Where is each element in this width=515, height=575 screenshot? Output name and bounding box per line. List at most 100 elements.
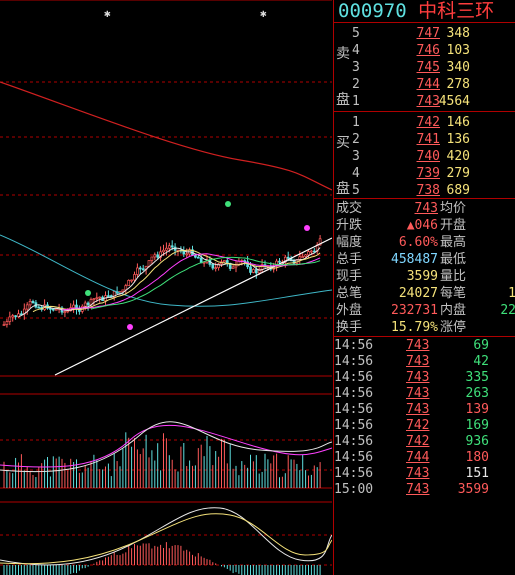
macd-dif <box>0 507 332 566</box>
tick-time: 14:56 <box>334 418 374 433</box>
volume-ma <box>0 424 332 468</box>
tick-row[interactable]: 14:56 742 936 <box>334 434 515 450</box>
tick-volume: 335 <box>465 370 489 385</box>
candle-body <box>92 298 96 301</box>
tick-price: 743 <box>406 386 430 401</box>
tick-volume: 3599 <box>457 482 489 497</box>
order-price: 743 <box>416 94 440 109</box>
tick-volume: 69 <box>473 338 489 353</box>
volume-panel <box>0 421 332 488</box>
buy_orders-row[interactable]: 1 742 146 <box>348 114 515 131</box>
candle-body <box>112 291 116 298</box>
stat-value-2: 22 <box>500 303 515 318</box>
tick-time: 14:56 <box>334 450 374 465</box>
candle-body <box>156 254 160 258</box>
order-price: 744 <box>416 77 440 92</box>
order-level: 3 <box>352 60 360 75</box>
sell-order-book: 卖盘 5 747 348 4 746 103 3 745 340 2 744 278 1 743 4564 <box>334 23 515 112</box>
sell_orders-row[interactable]: 5 747 348 <box>348 25 515 42</box>
candle-body <box>231 266 235 269</box>
stat-label-2: 量比 <box>440 269 467 284</box>
stat-label-2: 开盘 <box>440 218 467 233</box>
buy_orders-row[interactable]: 3 740 420 <box>348 148 515 165</box>
stat-label-2: 均价 <box>440 201 467 216</box>
order-level: 3 <box>352 149 360 164</box>
tick-list[interactable]: 14:56 743 69 14:56 743 42 14:56 743 335 14:56 743 2… <box>334 336 515 498</box>
macd-panel <box>0 507 332 575</box>
candle-body <box>54 308 58 311</box>
tick-price: 743 <box>406 402 430 417</box>
candle-body <box>165 247 168 251</box>
buy_orders-row[interactable]: 5 738 689 <box>348 182 515 199</box>
tick-row[interactable]: 14:56 744 180 <box>334 450 515 466</box>
stat-row: 总手 458487 最低 <box>334 251 515 268</box>
candle-body <box>252 269 255 273</box>
stat-row: 总笔 24027 每笔 1 <box>334 285 515 302</box>
ma5-line <box>18 247 321 318</box>
volume-ma <box>0 421 332 473</box>
tick-row[interactable]: 14:56 743 335 <box>334 370 515 386</box>
order-level: 5 <box>352 26 360 41</box>
order-price: 738 <box>416 183 440 198</box>
candle-body <box>214 267 218 270</box>
candle-body <box>286 256 290 259</box>
buy_orders-row[interactable]: 4 739 279 <box>348 165 515 182</box>
candle-body <box>196 256 200 259</box>
order-level: 5 <box>352 183 360 198</box>
stat-label-2: 最低 <box>440 252 467 267</box>
ma-long-cyan <box>0 234 332 307</box>
candle-body <box>136 267 139 275</box>
tick-row[interactable]: 15:00 743 3599 <box>334 482 515 498</box>
candle-body <box>66 310 70 313</box>
stock-code: 000970 <box>338 0 407 22</box>
tick-price: 743 <box>406 338 430 353</box>
candle-body <box>107 295 110 297</box>
stat-value: 6.60% <box>398 235 438 250</box>
stat-label-2: 最高 <box>440 235 467 250</box>
tick-time: 14:56 <box>334 370 374 385</box>
candle-body <box>150 256 154 261</box>
order-volume: 340 <box>446 60 470 75</box>
buy_orders-row[interactable]: 2 741 136 <box>348 131 515 148</box>
tick-row[interactable]: 14:56 743 151 <box>334 466 515 482</box>
tick-price: 742 <box>406 418 430 433</box>
order-volume: 278 <box>446 77 470 92</box>
tick-row[interactable]: 14:56 743 69 <box>334 338 515 354</box>
tick-row[interactable]: 14:56 743 42 <box>334 354 515 370</box>
tick-time: 14:56 <box>334 354 374 369</box>
stat-label-2: 涨停 <box>440 320 467 335</box>
stat-value: 3599 <box>406 269 438 284</box>
order-volume: 136 <box>446 132 470 147</box>
order-level: 4 <box>352 43 360 58</box>
candle-body <box>2 324 6 326</box>
tick-row[interactable]: 14:56 743 263 <box>334 386 515 402</box>
sell_orders-row[interactable]: 2 744 278 <box>348 76 515 93</box>
stat-row: 现手 3599 量比 <box>334 268 515 285</box>
tick-volume: 180 <box>465 450 489 465</box>
candle-body <box>312 250 316 253</box>
order-volume: 348 <box>446 26 470 41</box>
order-price: 739 <box>416 166 440 181</box>
stat-label: 总笔 <box>336 286 363 301</box>
stat-label: 成交 <box>336 201 363 216</box>
tick-volume: 42 <box>473 354 489 369</box>
candle-body <box>63 311 67 314</box>
candle-body <box>298 256 302 260</box>
marker-star: ✱ <box>260 7 267 20</box>
stat-label: 外盘 <box>336 303 363 318</box>
sell_orders-row[interactable]: 3 745 340 <box>348 59 515 76</box>
kline-chart[interactable]: ✱ ✱ <box>0 0 332 575</box>
order-price: 745 <box>416 60 440 75</box>
tick-time: 14:56 <box>334 386 374 401</box>
stat-value: ▲046 <box>406 218 438 233</box>
candle-body <box>8 316 12 322</box>
order-price: 742 <box>416 115 440 130</box>
sell_orders-row[interactable]: 1 743 4564 <box>348 93 515 110</box>
sell_orders-row[interactable]: 4 746 103 <box>348 42 515 59</box>
tick-row[interactable]: 14:56 743 139 <box>334 402 515 418</box>
order-level: 1 <box>352 115 360 130</box>
tick-row[interactable]: 14:56 742 169 <box>334 418 515 434</box>
candle-body <box>153 254 157 258</box>
order-volume: 103 <box>446 43 470 58</box>
candle-body <box>159 251 162 258</box>
